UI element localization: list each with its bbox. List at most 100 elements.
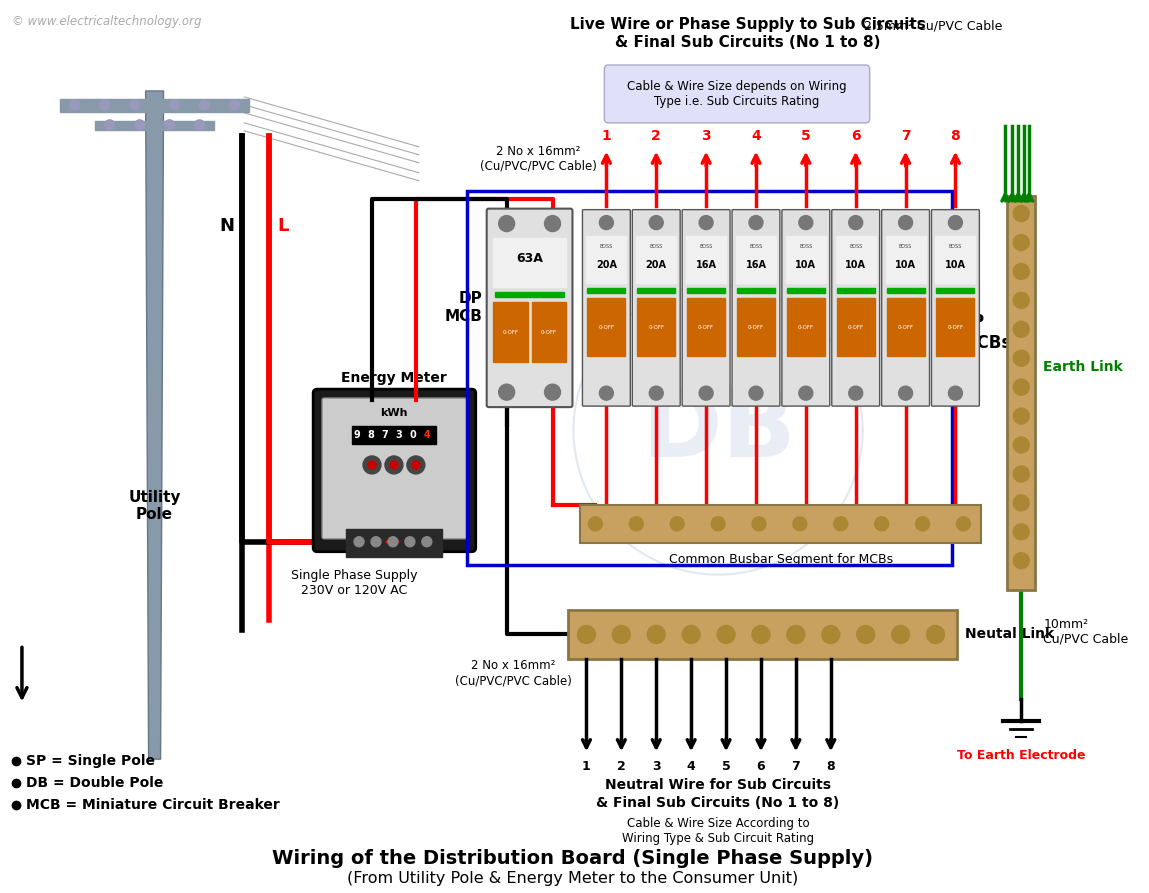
- Circle shape: [749, 386, 763, 400]
- Text: 2 No x 16mm²
(Cu/PVC/PVC Cable): 2 No x 16mm² (Cu/PVC/PVC Cable): [480, 145, 597, 172]
- FancyBboxPatch shape: [604, 65, 870, 123]
- Circle shape: [649, 215, 663, 230]
- FancyBboxPatch shape: [487, 209, 572, 407]
- Text: 9: 9: [354, 430, 361, 440]
- Bar: [936, 298, 974, 356]
- Text: BOSS: BOSS: [649, 244, 663, 249]
- Circle shape: [849, 386, 863, 400]
- Text: 6: 6: [851, 129, 861, 143]
- Circle shape: [899, 215, 912, 230]
- Bar: [886, 236, 926, 283]
- Circle shape: [194, 120, 205, 129]
- Text: 5: 5: [722, 760, 731, 773]
- Text: Energy Meter: Energy Meter: [341, 371, 447, 385]
- Circle shape: [670, 517, 684, 530]
- Text: 4: 4: [751, 129, 761, 143]
- Bar: [737, 288, 774, 294]
- Bar: [352, 426, 435, 444]
- Text: 7: 7: [901, 129, 910, 143]
- Circle shape: [717, 625, 735, 644]
- Text: 16A: 16A: [695, 261, 717, 271]
- Text: 6: 6: [757, 760, 765, 773]
- FancyBboxPatch shape: [832, 210, 880, 406]
- Bar: [495, 292, 564, 297]
- Text: 10mm²
Cu/PVC Cable: 10mm² Cu/PVC Cable: [1043, 618, 1128, 646]
- Text: & Final Sub Circuits (No 1 to 8): & Final Sub Circuits (No 1 to 8): [596, 796, 840, 810]
- Circle shape: [1013, 524, 1030, 539]
- Circle shape: [892, 625, 910, 644]
- Text: To Earth Electrode: To Earth Electrode: [957, 749, 1086, 763]
- Circle shape: [683, 625, 700, 644]
- Text: 0-OFF: 0-OFF: [699, 325, 715, 330]
- Circle shape: [368, 461, 376, 469]
- Circle shape: [749, 215, 763, 230]
- Bar: [569, 610, 957, 659]
- Circle shape: [916, 517, 930, 530]
- Bar: [786, 236, 826, 283]
- Text: 8: 8: [826, 760, 835, 773]
- Text: BOSS: BOSS: [849, 244, 863, 249]
- Text: 0-OFF: 0-OFF: [748, 325, 764, 330]
- Text: 5: 5: [801, 129, 811, 143]
- Text: MCB = Miniature Circuit Breaker: MCB = Miniature Circuit Breaker: [26, 798, 279, 812]
- Bar: [686, 236, 726, 283]
- Circle shape: [849, 215, 863, 230]
- Circle shape: [588, 517, 602, 530]
- Text: 3: 3: [701, 129, 711, 143]
- Circle shape: [600, 386, 614, 400]
- Circle shape: [200, 100, 209, 110]
- Polygon shape: [146, 91, 163, 759]
- Text: BOSS: BOSS: [800, 244, 812, 249]
- Text: & Final Sub Circuits (No 1 to 8): & Final Sub Circuits (No 1 to 8): [615, 35, 881, 50]
- Bar: [787, 288, 825, 294]
- Bar: [587, 298, 625, 356]
- Text: 0: 0: [409, 430, 416, 440]
- Circle shape: [354, 537, 364, 547]
- Text: DP
MCB: DP MCB: [445, 291, 483, 323]
- Bar: [60, 99, 249, 112]
- Bar: [638, 298, 676, 356]
- Text: 0-OFF: 0-OFF: [648, 325, 664, 330]
- Text: 10A: 10A: [895, 261, 916, 271]
- Text: 10A: 10A: [846, 261, 866, 271]
- Circle shape: [647, 625, 665, 644]
- Text: 63A: 63A: [516, 252, 543, 265]
- Bar: [787, 298, 825, 356]
- Text: 0-OFF: 0-OFF: [502, 330, 518, 335]
- Circle shape: [1013, 292, 1030, 308]
- Circle shape: [711, 517, 725, 530]
- Circle shape: [799, 215, 812, 230]
- Bar: [346, 529, 442, 556]
- Circle shape: [230, 100, 239, 110]
- Text: 10A: 10A: [944, 261, 966, 271]
- Circle shape: [388, 537, 398, 547]
- Circle shape: [822, 625, 840, 644]
- Text: Earth Link: Earth Link: [1043, 360, 1123, 374]
- Circle shape: [411, 461, 419, 469]
- Circle shape: [699, 386, 714, 400]
- Text: 2: 2: [617, 760, 626, 773]
- Text: 2.5mm² Cu/PVC Cable: 2.5mm² Cu/PVC Cable: [864, 19, 1002, 32]
- Circle shape: [371, 537, 381, 547]
- Circle shape: [1013, 408, 1030, 424]
- Circle shape: [170, 100, 179, 110]
- FancyBboxPatch shape: [932, 210, 979, 406]
- Text: Cable & Wire Size According to
Wiring Type & Sub Circuit Rating: Cable & Wire Size According to Wiring Ty…: [622, 817, 815, 845]
- Circle shape: [499, 384, 515, 400]
- Text: Common Busbar Segment for MCBs: Common Busbar Segment for MCBs: [669, 553, 893, 566]
- FancyBboxPatch shape: [314, 389, 476, 552]
- Text: 7: 7: [792, 760, 800, 773]
- Text: © www.electricaltechnology.org: © www.electricaltechnology.org: [11, 15, 201, 29]
- Bar: [836, 288, 874, 294]
- FancyBboxPatch shape: [583, 210, 631, 406]
- Text: 8: 8: [950, 129, 961, 143]
- Circle shape: [1013, 321, 1030, 338]
- Bar: [737, 298, 774, 356]
- Circle shape: [600, 215, 614, 230]
- Circle shape: [134, 120, 145, 129]
- Text: 0-OFF: 0-OFF: [897, 325, 913, 330]
- Bar: [887, 288, 925, 294]
- Circle shape: [1013, 553, 1030, 569]
- Circle shape: [699, 215, 714, 230]
- Text: 20A: 20A: [646, 261, 666, 271]
